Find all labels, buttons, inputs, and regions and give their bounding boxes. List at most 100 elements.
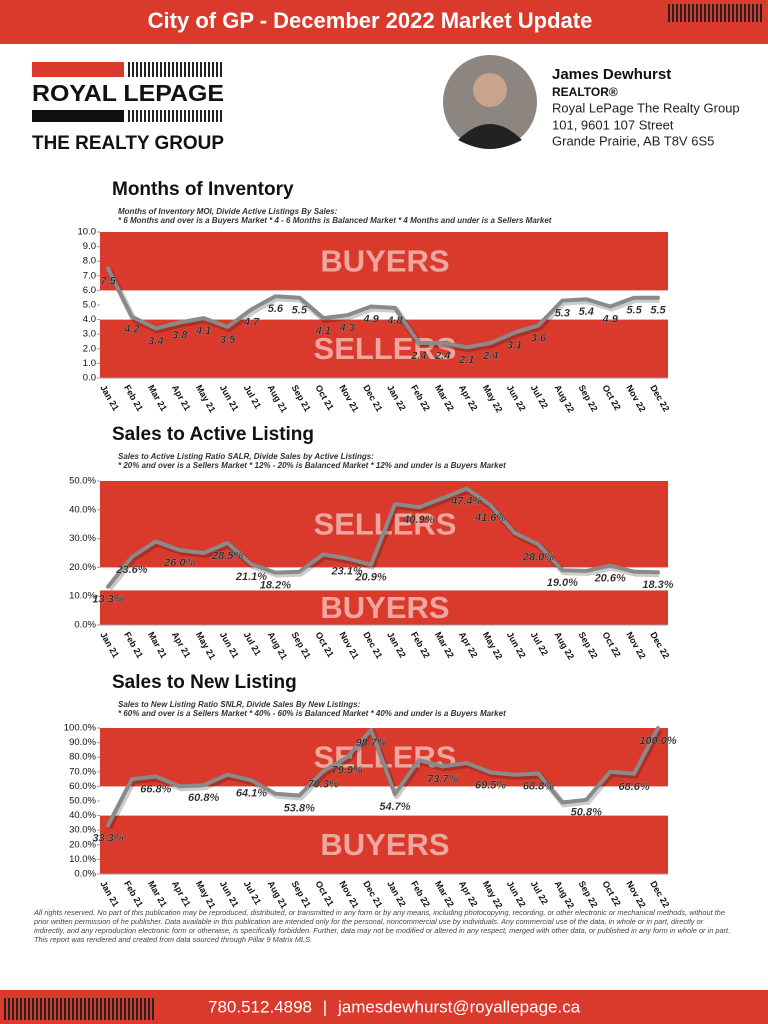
x-tick-label: Feb 22 <box>409 383 432 413</box>
x-tick-label: Dec 21 <box>361 630 384 660</box>
data-label: 60.8% <box>188 792 219 804</box>
data-label: 4.7 <box>243 316 260 328</box>
y-tick-label: 4.0 <box>83 314 96 325</box>
x-tick-label: Jun 21 <box>218 383 241 413</box>
chart-subtitle: * 60% and over is a Sellers Market * 40%… <box>118 709 506 718</box>
x-tick-label: Aug 22 <box>553 630 577 661</box>
y-tick-label: 50.0% <box>69 476 96 487</box>
x-tick-label: Oct 22 <box>600 879 622 908</box>
x-tick-label: Jul 21 <box>242 383 263 410</box>
x-tick-label: Mar 22 <box>433 630 456 660</box>
zone-label: BUYERS <box>320 243 449 278</box>
zone-label: BUYERS <box>320 590 449 625</box>
x-tick-label: Mar 22 <box>433 383 456 413</box>
data-label: 68.6% <box>618 781 649 793</box>
y-tick-label: 30.0% <box>69 825 96 836</box>
x-tick-label: Sep 21 <box>290 879 313 909</box>
chart-subtitle: Months of Inventory MOI, Divide Active L… <box>118 207 338 216</box>
footer-phone: 780.512.4898 <box>208 997 312 1016</box>
x-tick-label: Oct 22 <box>600 630 622 659</box>
x-tick-label: Jul 22 <box>529 383 550 410</box>
x-tick-label: May 21 <box>194 879 218 910</box>
x-tick-label: Nov 21 <box>337 879 360 910</box>
x-tick-label: Apr 22 <box>457 630 480 659</box>
x-tick-label: Jul 21 <box>242 630 263 657</box>
data-label: 4.9 <box>602 313 619 325</box>
x-tick-label: Jan 22 <box>385 630 408 659</box>
x-tick-label: Apr 22 <box>457 383 480 412</box>
x-tick-label: Apr 22 <box>457 879 480 908</box>
y-tick-label: 1.0 <box>83 358 96 369</box>
y-tick-label: 5.0 <box>83 300 96 311</box>
y-tick-label: 40.0% <box>69 810 96 821</box>
x-tick-label: May 22 <box>481 383 505 414</box>
data-label: 4.1 <box>315 325 331 337</box>
footer-email: jamesdewhurst@royallepage.ca <box>337 997 581 1016</box>
chart-subtitle: Sales to New Listing Ratio SNLR, Divide … <box>118 700 361 709</box>
x-tick-label: Aug 21 <box>266 630 290 661</box>
x-tick-label: Feb 21 <box>122 383 145 413</box>
data-label: 5.5 <box>650 305 666 317</box>
data-label: 33.3% <box>92 832 123 844</box>
data-label: 5.6 <box>268 303 284 315</box>
x-tick-label: Feb 21 <box>122 630 145 660</box>
data-line <box>106 726 660 828</box>
logo-brand: ROYAL LEPAGE <box>32 80 224 106</box>
y-tick-label: 10.0% <box>69 854 96 865</box>
data-label: 69.5% <box>475 779 506 791</box>
x-tick-label: Jul 21 <box>242 879 263 906</box>
y-tick-label: 10.0% <box>69 591 96 602</box>
chart-title: Months of Inventory <box>112 179 294 200</box>
y-tick-label: 7.0 <box>83 270 96 281</box>
data-label: 5.5 <box>626 305 642 317</box>
x-tick-label: Dec 22 <box>648 630 671 660</box>
y-tick-label: 0.0 <box>83 373 96 384</box>
data-label: 50.8% <box>571 807 602 819</box>
x-tick-label: Apr 21 <box>170 630 193 659</box>
logo-bar <box>32 62 124 77</box>
data-line <box>106 486 660 589</box>
data-label: 40.9% <box>402 514 434 526</box>
x-tick-label: Oct 22 <box>600 383 622 412</box>
agent-role: REALTOR® <box>552 85 618 99</box>
data-label: 2.1 <box>458 354 474 366</box>
y-tick-label: 20.0% <box>69 839 96 850</box>
data-label: 53.8% <box>284 802 315 814</box>
x-tick-label: Jun 21 <box>218 879 241 909</box>
y-tick-label: 70.0% <box>69 766 96 777</box>
logo-office: THE REALTY GROUP <box>32 133 224 154</box>
y-tick-label: 80.0% <box>69 752 96 763</box>
data-label: 2.4 <box>482 350 498 362</box>
data-label: 2.4 <box>434 350 450 362</box>
x-tick-label: Dec 22 <box>648 879 671 909</box>
data-label: 20.9% <box>354 572 386 584</box>
x-tick-label: Nov 22 <box>624 630 647 661</box>
y-tick-label: 10.0 <box>78 227 97 238</box>
x-tick-label: May 22 <box>481 630 505 661</box>
y-tick-label: 20.0% <box>69 562 96 573</box>
data-label: 28.5% <box>211 550 243 562</box>
header-stripes <box>668 4 764 22</box>
x-tick-label: Mar 21 <box>146 383 169 413</box>
y-tick-label: 100.0% <box>64 723 97 734</box>
data-label: 23.1% <box>331 565 363 577</box>
y-tick-label: 40.0% <box>69 504 96 515</box>
logo-stripes-2 <box>128 110 224 122</box>
data-label: 5.4 <box>579 306 594 318</box>
data-label: 21.1% <box>235 571 267 583</box>
y-tick-label: 0.0% <box>74 620 96 631</box>
data-label: 100.0% <box>639 735 677 747</box>
data-label: 64.1% <box>236 787 267 799</box>
x-tick-label: Jun 22 <box>505 630 528 660</box>
y-tick-label: 30.0% <box>69 533 96 544</box>
zone-label: SELLERS <box>314 331 457 366</box>
chart-title: Sales to New Listing <box>112 672 297 693</box>
zone-band <box>100 815 668 874</box>
data-label: 13.3% <box>92 594 123 606</box>
data-label: 4.1 <box>195 325 211 337</box>
y-tick-label: 6.0 <box>83 285 96 296</box>
logo-bar-dark <box>32 110 124 122</box>
data-label: 54.7% <box>379 801 410 813</box>
